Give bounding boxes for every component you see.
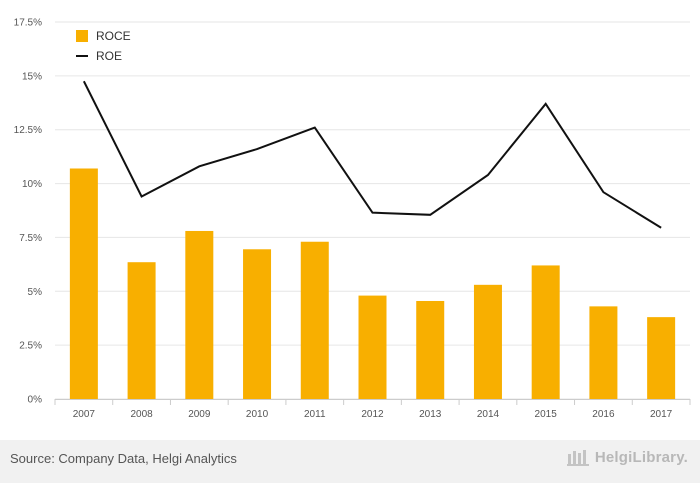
y-tick-label: 17.5%: [14, 18, 42, 29]
legend-item-roe[interactable]: ROE: [76, 49, 122, 63]
roce-bar[interactable]: [300, 241, 329, 399]
y-tick-label: 15%: [22, 71, 42, 82]
legend-label: ROE: [96, 49, 122, 63]
y-tick-label: 10%: [22, 179, 42, 190]
x-tick-label: 2014: [477, 409, 500, 420]
roce-bar[interactable]: [416, 300, 445, 399]
x-axis: 2007 2008 2009 2010 2011 2012 2013 2014 2015 2016…: [54, 399, 691, 420]
legend: ROCE ROE: [76, 29, 131, 63]
x-tick-label: 2015: [535, 409, 558, 420]
x-tick-label: 2009: [188, 409, 211, 420]
x-tick-label: 2010: [246, 409, 269, 420]
source-note: Source: Company Data, Helgi Analytics: [10, 451, 237, 466]
legend-item-roce[interactable]: ROCE: [76, 29, 131, 43]
y-tick-label: 0%: [28, 395, 43, 406]
roce-bar[interactable]: [127, 262, 156, 399]
chart: 0%2.5%5%7.5%10%12.5%15%17.5% 2007 2008 200…: [14, 18, 691, 420]
x-tick-label: 2011: [304, 409, 326, 420]
roce-bar[interactable]: [358, 295, 387, 399]
roce-bar[interactable]: [647, 317, 676, 399]
y-tick-label: 12.5%: [14, 125, 42, 136]
y-axis-ticks: 0% 2.5% 5% 7.5% 10% 12.5% 15% 17.5%: [14, 18, 42, 406]
brand-name: HelgiLibrary.: [594, 448, 688, 466]
x-tick-label: 2012: [361, 409, 384, 420]
roce-bar[interactable]: [243, 249, 272, 399]
grid-lines: [55, 21, 690, 400]
library-icon: [566, 450, 589, 466]
y-tick-label: 2.5%: [19, 341, 42, 352]
brand-logo[interactable]: HelgiLibrary.: [566, 448, 688, 466]
x-tick-label: 2013: [419, 409, 442, 420]
y-tick-label: 5%: [28, 287, 43, 298]
roce-bar[interactable]: [531, 265, 560, 399]
roce-bar[interactable]: [589, 306, 618, 399]
roce-bar[interactable]: [185, 230, 214, 399]
x-tick-label: 2017: [650, 409, 673, 420]
roce-bar[interactable]: [473, 284, 502, 399]
x-tick-label: 2016: [592, 409, 615, 420]
roce-bar[interactable]: [69, 168, 98, 399]
x-tick-label: 2008: [130, 409, 153, 420]
x-tick-label: 2007: [73, 409, 96, 420]
roe-line-layer: [82, 80, 662, 229]
roce-bars: [69, 168, 676, 399]
legend-swatch: [76, 30, 88, 42]
y-tick-label: 7.5%: [19, 233, 42, 244]
roe-line[interactable]: [82, 80, 662, 229]
legend-label: ROCE: [96, 29, 131, 43]
footer: Source: Company Data, Helgi Analytics He…: [0, 440, 700, 483]
